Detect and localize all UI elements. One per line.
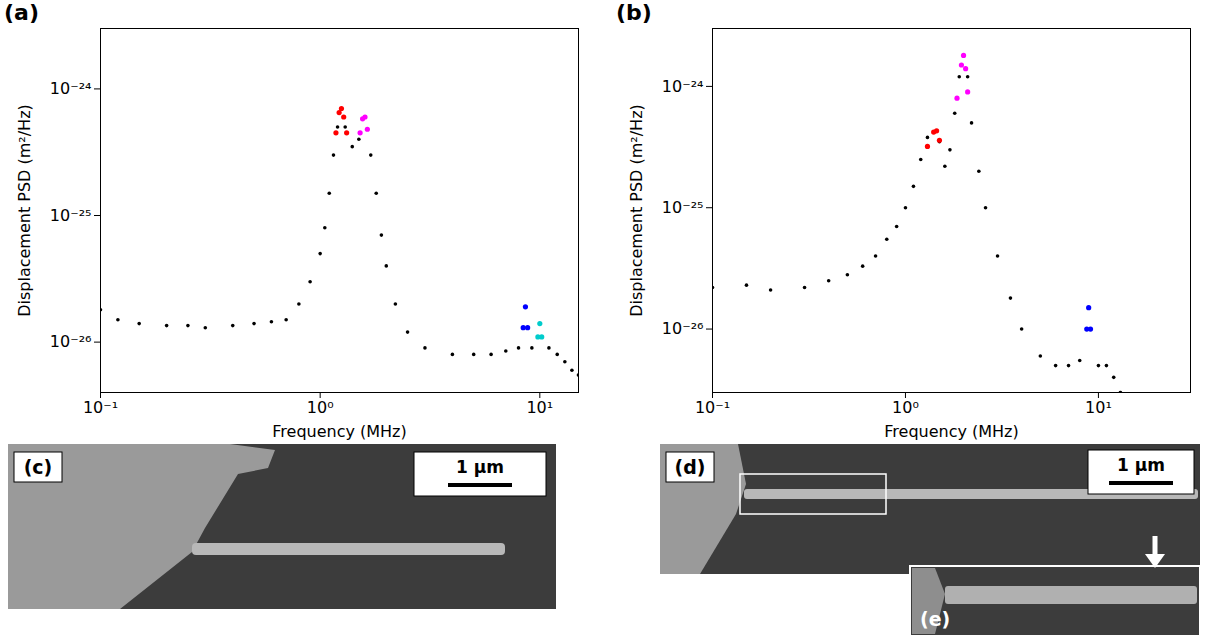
svg-text:10¹: 10¹: [526, 398, 553, 417]
svg-text:10⁻²⁵: 10⁻²⁵: [662, 198, 704, 217]
svg-text:10⁻¹: 10⁻¹: [695, 398, 730, 417]
svg-text:10⁻²⁶: 10⁻²⁶: [662, 319, 704, 338]
svg-text:Frequency (MHz): Frequency (MHz): [272, 422, 406, 441]
svg-text:Displacement PSD (m²/Hz): Displacement PSD (m²/Hz): [627, 104, 646, 317]
svg-text:10¹: 10¹: [1085, 398, 1112, 417]
svg-text:10⁻²⁴: 10⁻²⁴: [662, 77, 704, 96]
svg-text:(e): (e): [920, 608, 950, 630]
svg-text:10⁰: 10⁰: [307, 398, 334, 417]
svg-text:10⁻²⁶: 10⁻²⁶: [50, 332, 92, 351]
svg-text:Frequency (MHz): Frequency (MHz): [884, 422, 1018, 441]
html-text:(b): (b): [616, 0, 652, 25]
svg-text:10⁻¹: 10⁻¹: [83, 398, 118, 417]
svg-text:(d): (d): [675, 456, 706, 478]
svg-text:1 µm: 1 µm: [456, 457, 504, 477]
svg-text:10⁻²⁵: 10⁻²⁵: [50, 206, 92, 225]
svg-text:(c): (c): [24, 456, 53, 478]
html-text:(a): (a): [4, 0, 39, 25]
svg-text:10⁰: 10⁰: [892, 398, 919, 417]
svg-text:10⁻²⁴: 10⁻²⁴: [50, 79, 92, 98]
svg-text:Displacement PSD (m²/Hz): Displacement PSD (m²/Hz): [15, 104, 34, 317]
svg-text:1 µm: 1 µm: [1117, 455, 1165, 475]
